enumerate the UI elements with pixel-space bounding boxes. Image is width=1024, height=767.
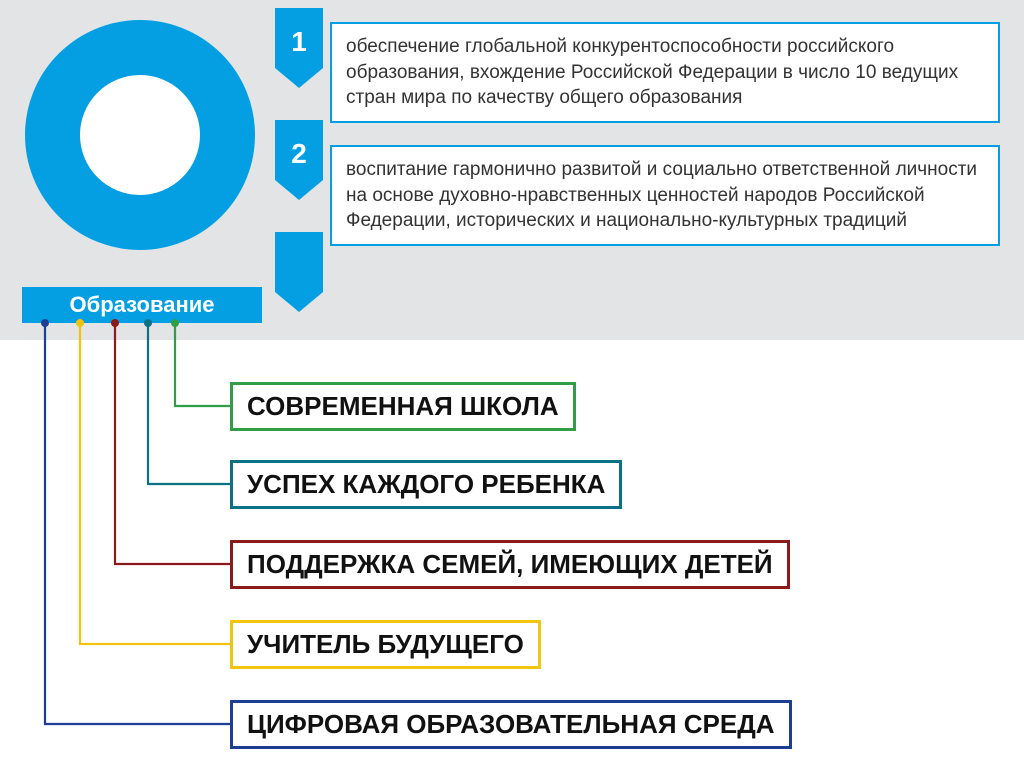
goal-1-text: обеспечение глобальной конкурентоспособн… [346,36,958,108]
education-label: Образование [22,287,262,323]
chevron-2: 2 [275,120,323,200]
chevron-3 [275,232,323,312]
project-2-label: УСПЕХ КАЖДОГО РЕБЕНКА [247,469,605,499]
goal-2-text: воспитание гармонично развитой и социаль… [346,159,977,231]
project-5-label: ЦИФРОВАЯ ОБРАЗОВАТЕЛЬНАЯ СРЕДА [247,709,775,739]
goal-1-box: обеспечение глобальной конкурентоспособн… [330,22,1000,123]
project-1: СОВРЕМЕННАЯ ШКОЛА [230,382,576,431]
project-3-label: ПОДДЕРЖКА СЕМЕЙ, ИМЕЮЩИХ ДЕТЕЙ [247,549,773,579]
logo-ring [25,20,255,250]
project-1-label: СОВРЕМЕННАЯ ШКОЛА [247,391,559,421]
project-5: ЦИФРОВАЯ ОБРАЗОВАТЕЛЬНАЯ СРЕДА [230,700,792,749]
chevron-1: 1 [275,8,323,88]
project-4-label: УЧИТЕЛЬ БУДУЩЕГО [247,629,524,659]
project-3: ПОДДЕРЖКА СЕМЕЙ, ИМЕЮЩИХ ДЕТЕЙ [230,540,790,589]
goal-2-box: воспитание гармонично развитой и социаль… [330,145,1000,246]
chevron-2-num: 2 [275,138,323,170]
project-2: УСПЕХ КАЖДОГО РЕБЕНКА [230,460,622,509]
chevron-1-num: 1 [275,26,323,58]
project-4: УЧИТЕЛЬ БУДУЩЕГО [230,620,541,669]
